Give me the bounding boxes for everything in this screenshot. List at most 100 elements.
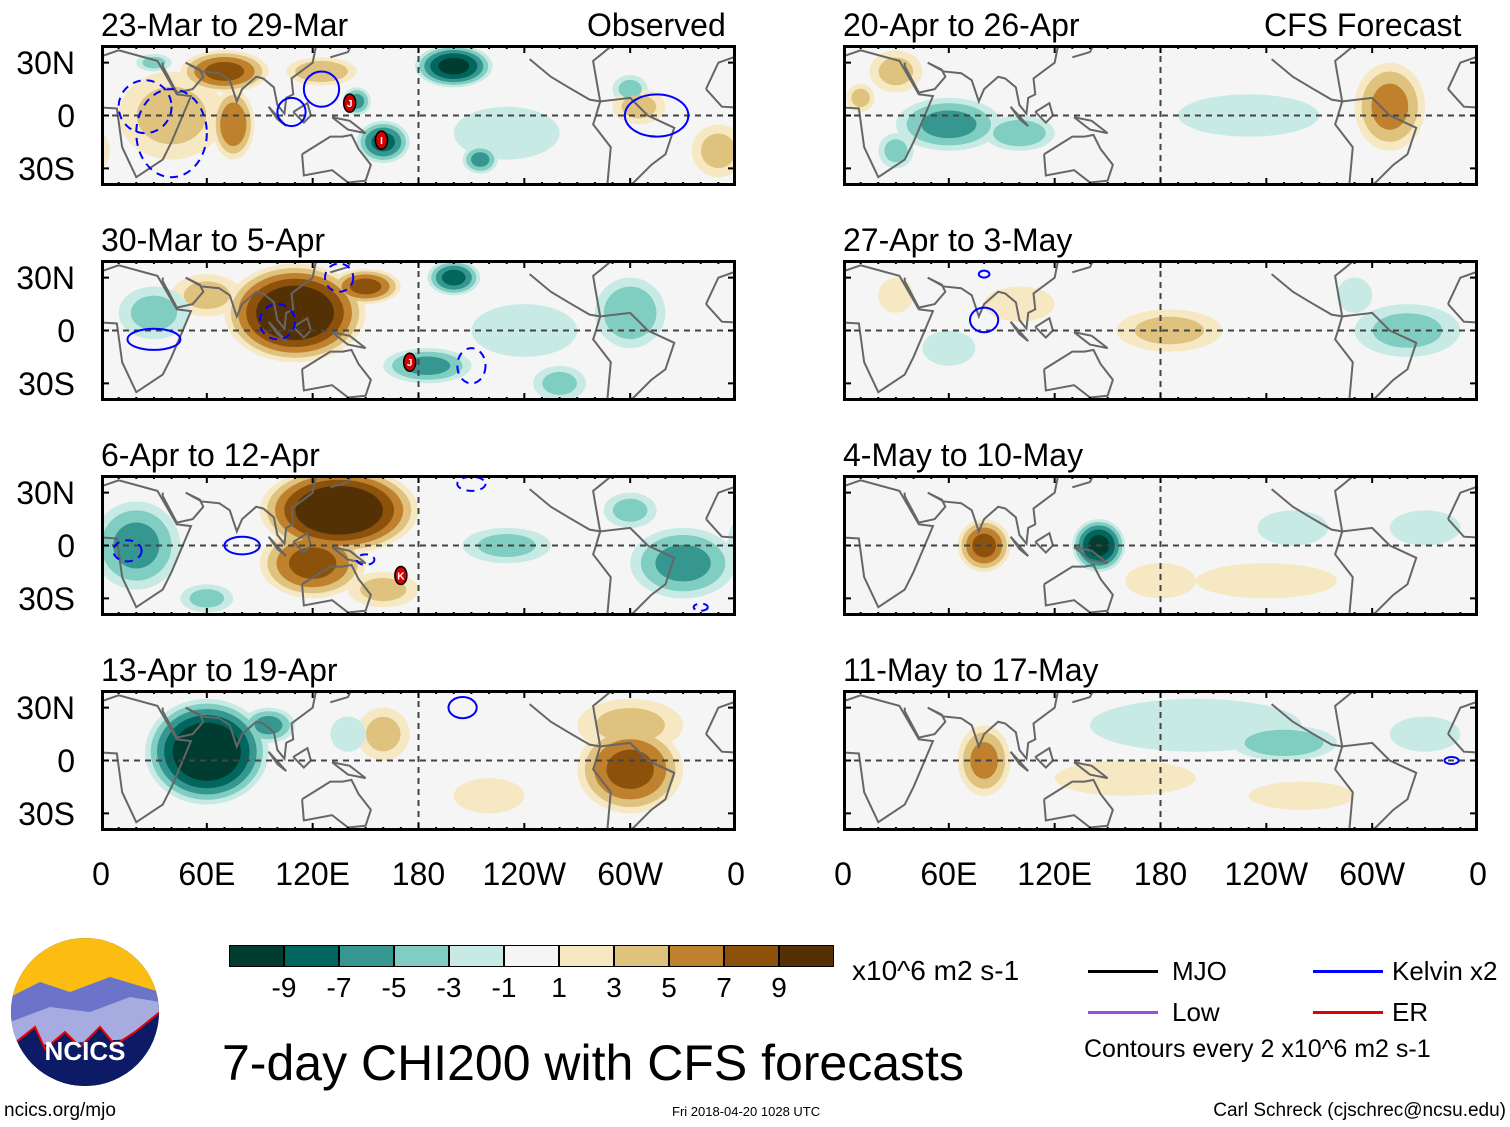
coastline: [101, 694, 193, 824]
coastline: [301, 778, 372, 829]
panel-title: 6-Apr to 12-Apr: [101, 437, 320, 473]
anomaly-contour: [256, 285, 334, 341]
anomaly-contour: [172, 722, 241, 781]
map-panel: [843, 45, 1478, 186]
lat-label: 30N: [16, 690, 75, 726]
lat-label: 30N: [16, 260, 75, 296]
lon-label: 120E: [1017, 856, 1093, 892]
coastline: [1334, 526, 1418, 616]
storm-id: I: [380, 136, 383, 147]
anomaly-contour: [220, 102, 247, 147]
lat-label: 30N: [16, 475, 75, 511]
kelvin-line-swatch: [1313, 970, 1383, 973]
coastline: [1270, 260, 1356, 318]
coastline: [1334, 311, 1418, 401]
colorbar-swatch: [504, 945, 559, 967]
anomaly-contour: [993, 119, 1046, 147]
kelvin-contour: [447, 696, 478, 720]
lon-label: 60W: [1339, 856, 1406, 892]
er-line-swatch: [1313, 1011, 1383, 1014]
kelvin-contour: [977, 269, 991, 279]
coastline: [101, 49, 193, 179]
mjo-line-swatch: [1088, 970, 1158, 973]
anomaly-contour: [289, 547, 337, 579]
panel-title: 23-Mar to 29-Mar: [101, 7, 349, 43]
kelvin-contour: [456, 475, 487, 492]
lat-label: 0: [57, 98, 75, 134]
lat-label: 0: [57, 313, 75, 349]
coastline: [301, 348, 372, 399]
map-panel: [843, 260, 1478, 401]
anomaly-contour: [441, 269, 466, 286]
observed-label: Observed: [587, 7, 726, 43]
contour-note: Contours every 2 x10^6 m2 s-1: [1084, 1035, 1431, 1063]
colorbar-tick: 5: [661, 972, 677, 1003]
legend-mjo: MJO: [1172, 956, 1227, 986]
kelvin-contour: [112, 539, 143, 563]
legend-low: Low: [1172, 997, 1220, 1027]
anomaly-contour: [1257, 510, 1329, 546]
forecast-label: CFS Forecast: [1264, 7, 1462, 43]
lat-label: 0: [57, 743, 75, 779]
anomaly-contour: [1371, 83, 1409, 130]
panel-title: 4-May to 10-May: [843, 437, 1084, 473]
coastline: [592, 741, 676, 831]
colorbar-tick: -5: [381, 972, 407, 1003]
map-panel: J: [101, 260, 736, 401]
kelvin-contour: [302, 70, 341, 108]
anomaly-contour: [612, 498, 648, 522]
coastline: [161, 690, 318, 762]
coastline: [1043, 133, 1114, 184]
coastline: [1073, 116, 1109, 135]
anomaly-contour: [595, 707, 665, 743]
lat-label: 30S: [18, 581, 75, 617]
colorbar-swatch: [284, 945, 339, 967]
anomaly-contour: [438, 57, 470, 75]
coastline: [331, 331, 367, 350]
kelvin-contour: [1443, 755, 1460, 766]
anomaly-contour: [349, 278, 382, 295]
map-panel: [843, 475, 1478, 616]
logo-text: NCICS: [45, 1036, 126, 1066]
coastline: [528, 45, 614, 103]
colorbar-tick: -3: [436, 972, 462, 1003]
tropical-cyclone-icon: J: [402, 352, 417, 372]
lon-label: 0: [727, 856, 745, 892]
anomaly-contour: [1248, 781, 1355, 810]
storm-id: K: [397, 571, 405, 582]
tropical-cyclone-icon: I: [374, 130, 389, 150]
kelvin-contour: [135, 88, 208, 179]
lon-label: 120W: [1224, 856, 1309, 892]
coastline: [843, 49, 935, 179]
coastline: [1334, 741, 1418, 831]
lat-label: 0: [57, 528, 75, 564]
kelvin-contour: [126, 327, 182, 351]
lon-label: 0: [1469, 856, 1487, 892]
panel-title: 20-Apr to 26-Apr: [843, 7, 1080, 43]
legend-kelvin: Kelvin x2: [1392, 956, 1498, 986]
anomaly-contour: [921, 110, 977, 139]
anomaly-contour: [130, 295, 178, 331]
anomaly-contour: [922, 330, 976, 366]
kelvin-contour: [117, 79, 173, 135]
map-panel: [843, 690, 1478, 831]
colorbar-swatch: [229, 945, 284, 967]
map-panel: [101, 690, 736, 831]
kelvin-contour: [223, 535, 261, 556]
coastline: [1334, 96, 1418, 186]
lon-label: 120E: [275, 856, 351, 892]
kelvin-contour: [969, 306, 1000, 334]
figure-title: 7-day CHI200 with CFS forecasts: [222, 1035, 964, 1091]
colorbar-swatch: [724, 945, 779, 967]
kelvin-contour: [623, 93, 690, 138]
colorbar-swatch: [449, 945, 504, 967]
anomaly-contour: [1336, 277, 1373, 313]
footer-url[interactable]: ncics.org/mjo: [4, 1100, 116, 1121]
anomaly-contour: [204, 61, 245, 81]
panel-title: 13-Apr to 19-Apr: [101, 652, 338, 688]
anomaly-contour: [884, 139, 908, 163]
anomaly-contour: [655, 544, 711, 582]
anomaly-contour: [453, 778, 525, 814]
colorbar-tick: -7: [326, 972, 352, 1003]
lat-label: 30S: [18, 796, 75, 832]
